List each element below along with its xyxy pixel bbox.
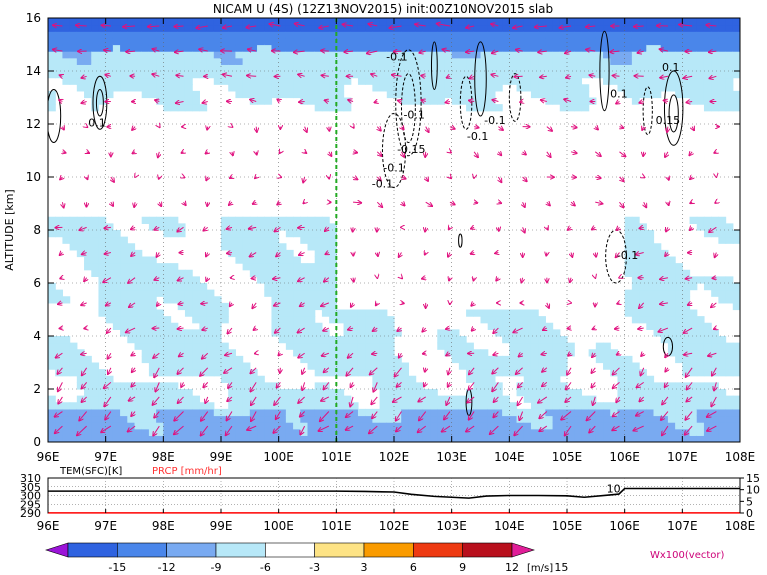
contour-label: -0.1 (386, 50, 407, 63)
contour-label: -0.1 (383, 162, 404, 175)
colorbar-unit: [m/s] (527, 563, 553, 574)
colorbar-level-label: -9 (211, 561, 222, 574)
y-tick-label: 12 (26, 117, 41, 131)
contour-label: -0.1 (372, 178, 393, 191)
timeseries-x-tick-label: 105E (552, 519, 583, 533)
y-tick-label: 0 (33, 435, 41, 449)
timeseries-right-tick-label: 15 (746, 472, 760, 485)
x-tick-label: 104E (494, 450, 525, 464)
colorbar-segment (67, 542, 118, 558)
timeseries-x-tick-label: 106E (609, 519, 640, 533)
contour-label: -0.1 (617, 249, 638, 262)
y-tick-label: 8 (33, 223, 41, 237)
colorbar-level-label: -6 (260, 561, 271, 574)
timeseries-right-tick-label: 0 (746, 507, 753, 520)
contour-label: 0.1 (662, 61, 680, 74)
timeseries-x-tick-label: 98E (152, 519, 175, 533)
colorbar-level-label: 12 (505, 561, 519, 574)
colorbar-segment (215, 542, 266, 558)
series-line (48, 487, 740, 499)
timeseries-x-tick-label: 99E (210, 519, 233, 533)
contour-label: -0.1 (403, 109, 424, 122)
x-tick-label: 107E (667, 450, 698, 464)
colorbar-level-label: 15 (554, 561, 568, 574)
y-tick-label: 2 (33, 382, 41, 396)
x-tick-label: 105E (552, 450, 583, 464)
timeseries-x-tick-label: 103E (436, 519, 467, 533)
x-tick-label: 99E (210, 450, 233, 464)
x-tick-label: 100E (263, 450, 294, 464)
legend-prcp-label: PRCP [mm/hr] (152, 466, 222, 477)
timeseries-x-tick-label: 96E (37, 519, 60, 533)
y-tick-label: 14 (26, 64, 41, 78)
colorbar-segment (117, 542, 167, 558)
x-tick-label: 96E (37, 450, 60, 464)
contour-label: 0.15 (656, 114, 681, 127)
colorbar-segment (265, 542, 315, 558)
timeseries-x-tick-label: 97E (94, 519, 117, 533)
x-tick-label: 98E (152, 450, 175, 464)
contour-label: -0.1 (484, 114, 505, 127)
chart-title: NICAM U (4S) (12Z13NOV2015) init:00Z10NO… (213, 2, 553, 16)
colorbar-level-label: -3 (309, 561, 320, 574)
y-axis-ticks: 0 2 4 6 8 10 12 14 16 (26, 11, 740, 449)
timeseries-left-tick-label: 290 (20, 507, 41, 520)
colorbar-segment (166, 542, 217, 558)
colorbar-segment (314, 542, 365, 558)
timeseries-annotation: 10 (607, 483, 621, 496)
x-axis-ticks: 96E 97E 98E 99E 100E 101E 102E 103E 104E 105E 106E… (37, 18, 756, 464)
surface-timeseries-panel: 96E 97E 98E 99E 100E 101E 102E 103E 104E 105E 106E… (20, 466, 760, 533)
y-tick-label: 16 (26, 11, 41, 25)
legend-tem-label: TEM(SFC)[K] (59, 466, 122, 477)
y-tick-label: 6 (33, 276, 41, 290)
x-tick-label: 108E (725, 450, 756, 464)
colorbar-segment (462, 542, 513, 558)
y-axis-label: ALTITUDE [km] (3, 189, 16, 270)
vector-scale-label: Wx100(vector) (650, 550, 725, 561)
colorbar-segment (45, 542, 69, 558)
colorbar-level-label: -12 (158, 561, 176, 574)
colorbar-level-label: -15 (108, 561, 126, 574)
colorbar-level-label: 3 (361, 561, 368, 574)
timeseries-left-tick-label: 310 (20, 472, 41, 485)
contour-label: 0.1 (88, 117, 106, 130)
x-tick-label: 106E (609, 450, 640, 464)
x-tick-label: 101E (321, 450, 352, 464)
contour-label: -0.15 (397, 143, 425, 156)
x-tick-label: 97E (94, 450, 117, 464)
timeseries-x-tick-label: 108E (725, 519, 756, 533)
contour-label: 0.1 (610, 88, 628, 101)
timeseries-right-tick-label: 5 (746, 495, 753, 508)
y-tick-label: 10 (26, 170, 41, 184)
timeseries-left-tick-label: 295 (20, 498, 41, 511)
y-tick-label: 4 (33, 329, 41, 343)
timeseries-left-tick-label: 305 (20, 481, 41, 494)
w-contours (48, 30, 684, 416)
wind-vectors (52, 23, 719, 435)
timeseries-right-tick-label: 10 (746, 484, 760, 497)
x-tick-label: 102E (379, 450, 410, 464)
timeseries-x-tick-label: 107E (667, 519, 698, 533)
contour-label: -0.1 (467, 130, 488, 143)
u-wind-shading (48, 18, 740, 442)
colorbar-level-label: 9 (459, 561, 466, 574)
colorbar: -15 -12 -9 -6 -3 3 6 9 12 15 (45, 542, 568, 574)
timeseries-left-tick-label: 300 (20, 490, 41, 503)
colorbar-level-label: 6 (410, 561, 417, 574)
contour-labels: 0.1 -0.1 -0.1 -0.15 -0.1 -0.1 -0.1 -0.1 0.1 0.1 0.… (88, 50, 680, 262)
timeseries-x-tick-label: 100E (263, 519, 294, 533)
wind-cross-section-panel: 0.1 -0.1 -0.1 -0.15 -0.1 -0.1 -0.1 -0.1 0.1 0.1 0.… (3, 11, 755, 464)
colorbar-segment (363, 542, 414, 558)
colorbar-segment (413, 542, 463, 558)
timeseries-x-tick-label: 104E (494, 519, 525, 533)
timeseries-grid (48, 478, 740, 513)
timeseries-x-tick-label: 102E (379, 519, 410, 533)
x-tick-label: 103E (436, 450, 467, 464)
colorbar-segment (511, 542, 535, 558)
timeseries-x-tick-label: 101E (321, 519, 352, 533)
timeseries-x-ticks: 96E 97E 98E 99E 100E 101E 102E 103E 104E 105E 106E… (37, 509, 756, 533)
